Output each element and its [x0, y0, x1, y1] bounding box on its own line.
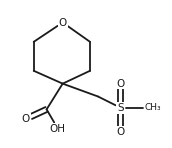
Text: O: O [58, 17, 67, 28]
Text: CH₃: CH₃ [145, 103, 161, 112]
Text: O: O [116, 79, 125, 89]
Text: O: O [116, 127, 125, 137]
Text: S: S [117, 103, 124, 113]
Text: O: O [22, 114, 30, 124]
Text: OH: OH [50, 124, 66, 134]
